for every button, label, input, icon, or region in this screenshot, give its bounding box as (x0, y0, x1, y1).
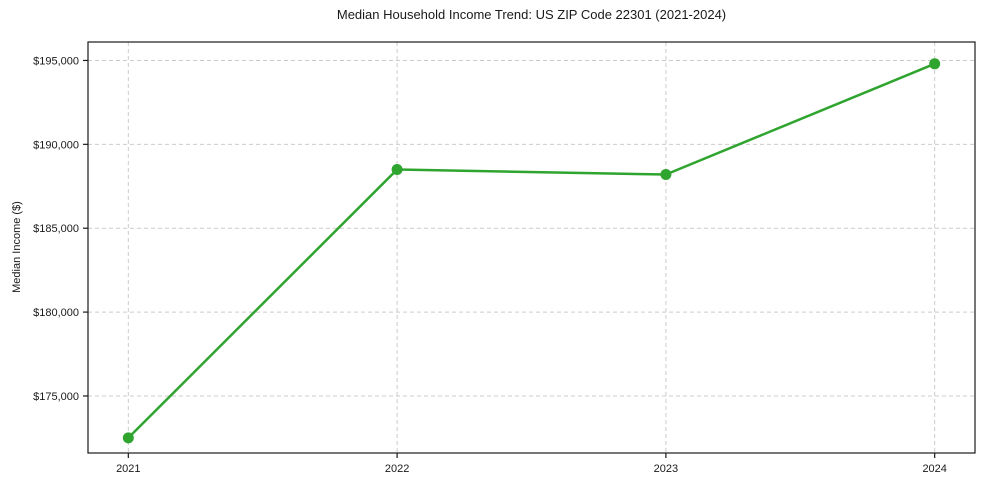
data-line (127, 62, 936, 440)
x-tick-label: 2021 (116, 463, 140, 475)
y-tick-label: $190,000 (33, 139, 79, 151)
x-tick-label: 2024 (922, 463, 946, 475)
y-tick-label: $180,000 (33, 307, 79, 319)
data-point-marker (660, 169, 672, 181)
plot-border (87, 41, 976, 454)
x-tick-label: 2023 (654, 463, 678, 475)
y-tick-label: $185,000 (33, 223, 79, 235)
data-point-marker (929, 58, 941, 70)
y-tick-label: $195,000 (33, 55, 79, 67)
chart-title: Median Household Income Trend: US ZIP Co… (336, 7, 727, 22)
x-tick-label: 2022 (385, 463, 409, 475)
y-tick-label: $175,000 (33, 391, 79, 403)
data-point-marker (122, 432, 134, 444)
data-point-marker (391, 163, 403, 175)
